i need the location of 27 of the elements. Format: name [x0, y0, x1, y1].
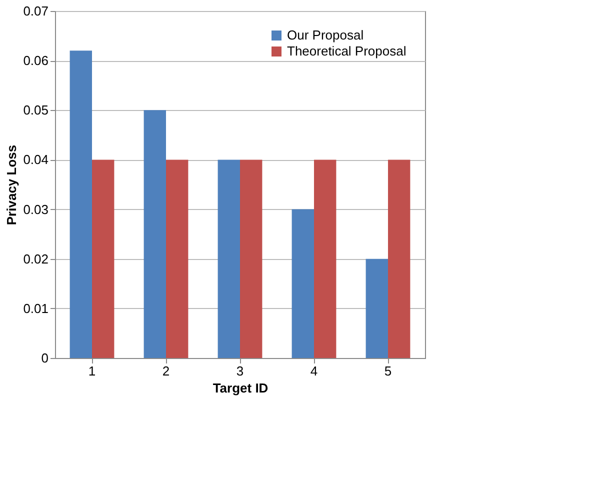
bar [388, 160, 410, 358]
bar [92, 160, 114, 358]
bar [240, 160, 262, 358]
x-tick-label: 2 [162, 364, 170, 378]
bar [166, 160, 188, 358]
y-tick-label: 0.06 [23, 53, 48, 68]
x-tick-label: 1 [88, 364, 96, 378]
y-tick-label: 0.05 [23, 102, 48, 118]
bar [314, 160, 336, 358]
legend-label: Our Proposal [287, 28, 364, 42]
x-tick-label: 5 [384, 364, 392, 378]
y-tick-label: 0.01 [23, 300, 48, 316]
y-tick-label: 0.04 [23, 152, 48, 168]
bar [144, 110, 166, 358]
y-tick-label: 0.07 [23, 4, 48, 18]
bar [366, 258, 388, 358]
bar [70, 50, 92, 358]
y-tick-label: 0 [41, 350, 48, 366]
x-tick-label: 4 [310, 364, 318, 378]
legend-label: Theoretical Proposal [287, 44, 406, 58]
x-axis-title: Target ID [212, 380, 268, 396]
y-axis-title: Privacy Loss [4, 144, 20, 226]
y-tick-label: 0.02 [23, 251, 48, 266]
bar [292, 209, 314, 358]
y-tick-label: 0.03 [23, 202, 48, 217]
bar [218, 160, 240, 358]
x-tick-label: 3 [236, 364, 244, 378]
